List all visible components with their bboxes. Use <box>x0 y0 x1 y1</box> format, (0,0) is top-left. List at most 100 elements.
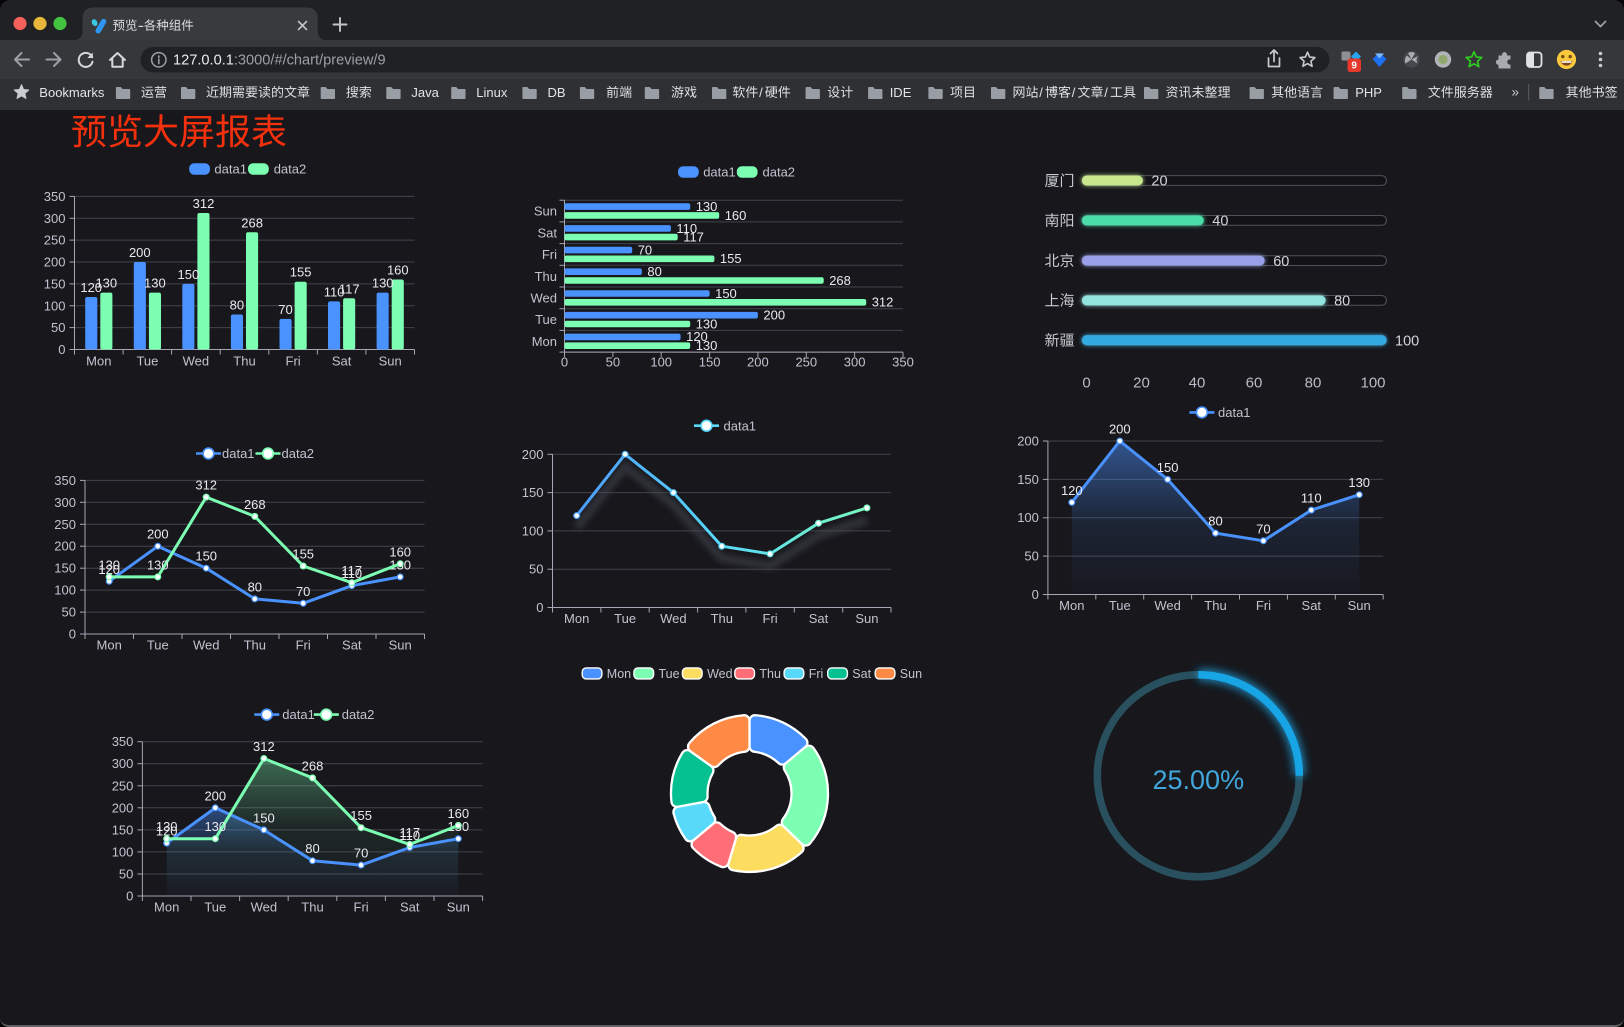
svg-text:Sun: Sun <box>447 900 470 915</box>
svg-text:50: 50 <box>119 867 133 882</box>
svg-text:130: 130 <box>204 819 226 834</box>
svg-text:155: 155 <box>290 265 312 280</box>
svg-text:127.0.0.1:3000/#/chart/preview: 127.0.0.1:3000/#/chart/preview/9 <box>173 53 386 69</box>
svg-text:312: 312 <box>193 196 215 211</box>
svg-text:Thu: Thu <box>759 667 781 681</box>
svg-text:Fri: Fri <box>542 247 557 262</box>
svg-text:Wed: Wed <box>251 900 278 915</box>
svg-text:250: 250 <box>54 517 76 532</box>
svg-text:Sat: Sat <box>332 354 352 369</box>
svg-text:Linux: Linux <box>476 85 508 100</box>
svg-text:160: 160 <box>725 208 747 223</box>
svg-text:130: 130 <box>1348 475 1370 490</box>
svg-text:/: / <box>759 85 763 100</box>
svg-text:200: 200 <box>1017 434 1039 449</box>
svg-text:200: 200 <box>1109 422 1131 437</box>
svg-text:250: 250 <box>795 355 817 370</box>
svg-text:70: 70 <box>278 302 292 317</box>
svg-text:0: 0 <box>58 342 65 357</box>
svg-text:Fri: Fri <box>354 900 369 915</box>
svg-text:Thu: Thu <box>301 900 323 915</box>
svg-text:Tue: Tue <box>659 667 680 681</box>
svg-text:60: 60 <box>1246 375 1263 392</box>
svg-text:80: 80 <box>230 298 244 313</box>
svg-text:250: 250 <box>44 233 66 248</box>
svg-text:Tue: Tue <box>614 611 636 626</box>
svg-text:150: 150 <box>112 822 134 837</box>
svg-text:20: 20 <box>1151 174 1167 190</box>
svg-text:Thu: Thu <box>1204 598 1226 613</box>
svg-text:130: 130 <box>95 276 117 291</box>
svg-text:117: 117 <box>341 563 362 578</box>
svg-text:Sun: Sun <box>389 638 412 653</box>
svg-text:150: 150 <box>715 286 737 301</box>
svg-text:130: 130 <box>98 557 120 572</box>
svg-text:40: 40 <box>1189 375 1206 392</box>
svg-text:Sun: Sun <box>900 667 922 681</box>
svg-text:Fri: Fri <box>1256 598 1271 613</box>
svg-text:50: 50 <box>529 562 543 577</box>
svg-text:110: 110 <box>324 284 345 299</box>
svg-text:268: 268 <box>829 273 851 288</box>
svg-text:100: 100 <box>54 583 76 598</box>
svg-text:9: 9 <box>1351 61 1357 72</box>
svg-text:Wed: Wed <box>1154 598 1181 613</box>
svg-text:Sat: Sat <box>342 638 362 653</box>
svg-text:200: 200 <box>747 355 769 370</box>
svg-text:155: 155 <box>292 547 314 562</box>
svg-text:300: 300 <box>112 756 134 771</box>
svg-text:70: 70 <box>1256 521 1270 536</box>
svg-text:110: 110 <box>676 221 697 236</box>
svg-text:350: 350 <box>54 473 76 488</box>
svg-text:Sun: Sun <box>1348 598 1371 613</box>
svg-text:70: 70 <box>354 846 368 861</box>
svg-text:/: / <box>1072 85 1076 100</box>
svg-text:50: 50 <box>606 355 620 370</box>
svg-text:Java: Java <box>411 85 439 100</box>
svg-text:150: 150 <box>1157 460 1179 475</box>
svg-text:data1: data1 <box>703 165 736 180</box>
svg-text:Sat: Sat <box>809 611 829 626</box>
svg-text:0: 0 <box>561 355 568 370</box>
svg-text:0: 0 <box>69 627 76 642</box>
svg-text:150: 150 <box>699 355 721 370</box>
svg-text:130: 130 <box>696 316 718 331</box>
svg-text:80: 80 <box>1334 294 1350 310</box>
svg-text:300: 300 <box>44 211 66 226</box>
svg-text:70: 70 <box>638 243 652 258</box>
svg-text:130: 130 <box>696 199 718 214</box>
svg-text:150: 150 <box>54 561 76 576</box>
svg-text:160: 160 <box>389 544 411 559</box>
svg-text:/: / <box>1039 85 1043 100</box>
svg-text:Fri: Fri <box>296 638 311 653</box>
svg-text:80: 80 <box>1208 514 1222 529</box>
svg-text:130: 130 <box>156 819 178 834</box>
svg-text:120: 120 <box>98 562 120 577</box>
svg-text:0: 0 <box>536 600 543 615</box>
svg-text:Mon: Mon <box>86 354 111 369</box>
svg-text:312: 312 <box>253 739 275 754</box>
svg-text:120: 120 <box>686 329 708 344</box>
svg-text:150: 150 <box>253 810 275 825</box>
svg-text:20: 20 <box>1133 375 1150 392</box>
svg-text:data2: data2 <box>342 707 375 722</box>
svg-text:130: 130 <box>372 276 394 291</box>
svg-text:268: 268 <box>244 497 266 512</box>
svg-text:150: 150 <box>44 276 66 291</box>
svg-text:120: 120 <box>156 824 178 839</box>
svg-text:268: 268 <box>241 215 263 230</box>
svg-text:Mon: Mon <box>97 638 122 653</box>
svg-text:Bookmarks: Bookmarks <box>39 85 105 100</box>
svg-text:100: 100 <box>650 355 672 370</box>
svg-text:130: 130 <box>144 276 166 291</box>
svg-text:Fri: Fri <box>809 667 824 681</box>
svg-text:117: 117 <box>399 825 420 840</box>
svg-text:Mon: Mon <box>607 667 631 681</box>
svg-text:PHP: PHP <box>1355 85 1382 100</box>
svg-text:50: 50 <box>51 320 65 335</box>
svg-text:200: 200 <box>204 788 226 803</box>
svg-text:data1: data1 <box>214 162 247 177</box>
svg-text:Sat: Sat <box>1302 598 1322 613</box>
svg-text:data1: data1 <box>1218 405 1251 420</box>
svg-text:350: 350 <box>44 189 66 204</box>
